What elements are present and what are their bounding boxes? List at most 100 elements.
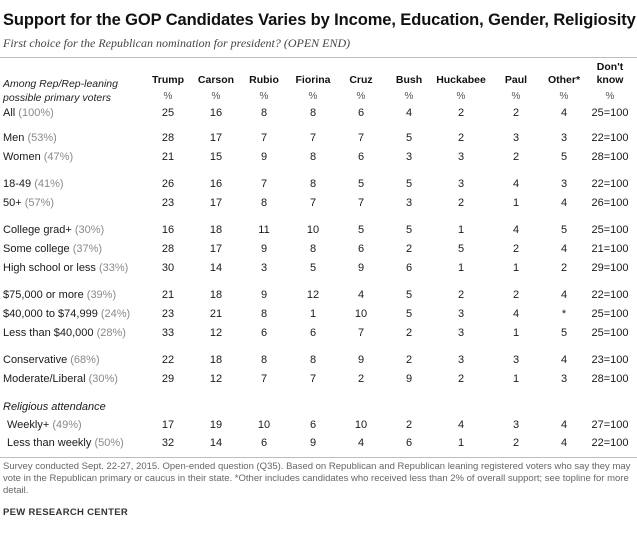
table-cell: 8 xyxy=(260,197,268,209)
table-cell: 3 xyxy=(560,373,568,385)
table-cell: 3 xyxy=(457,178,465,190)
table-cell: 6 xyxy=(260,437,268,449)
column-header: Rubio xyxy=(249,74,279,86)
row-label: All (100%) xyxy=(3,107,54,119)
row-label: Moderate/Liberal (30%) xyxy=(3,373,118,385)
row-label-text: $75,000 or more xyxy=(3,289,84,301)
table-cell: 8 xyxy=(309,107,317,119)
table-cell: 28 xyxy=(161,243,175,255)
table-cell: 3 xyxy=(457,354,465,366)
table-cell: 9 xyxy=(309,437,317,449)
row-sample-share: (53%) xyxy=(27,132,57,144)
table-cell: 25 xyxy=(161,107,175,119)
table-cell: 28=100 xyxy=(591,373,629,385)
row-sample-share: (33%) xyxy=(99,262,129,274)
table-cell: 33 xyxy=(161,327,175,339)
table-cell: 8 xyxy=(309,243,317,255)
table-row: $75,000 or more (39%) 21 18 9 12 4 5 2 2 4 22=100 xyxy=(0,289,637,307)
table-cell: 1 xyxy=(457,224,465,236)
subtitle: First choice for the Republican nominati… xyxy=(3,36,351,50)
table-cell: 2 xyxy=(405,243,413,255)
table-cell: 4 xyxy=(560,197,568,209)
table-cell: 8 xyxy=(309,151,317,163)
column-header: Trump xyxy=(151,74,185,86)
table-row: College grad+ (30%) 16 18 11 10 5 5 1 4 5 25=100 xyxy=(0,224,637,242)
table-cell: 4 xyxy=(560,243,568,255)
table-cell: 2 xyxy=(512,437,520,449)
table-cell: 3 xyxy=(560,178,568,190)
table-cell: 10 xyxy=(306,224,320,236)
table-cell: 9 xyxy=(357,354,365,366)
row-label: 50+ (57%) xyxy=(3,197,54,209)
table-cell: 6 xyxy=(260,327,268,339)
table-cell: 2 xyxy=(512,289,520,301)
table-cell: 26 xyxy=(161,178,175,190)
table-row: Weekly+ (49%) 17 19 10 6 10 2 4 3 4 27=100 xyxy=(0,419,637,437)
table-cell: 12 xyxy=(209,327,223,339)
table-cell: 17 xyxy=(209,243,223,255)
row-sample-share: (37%) xyxy=(72,243,103,255)
table-cell: 1 xyxy=(457,437,465,449)
table-cell: 2 xyxy=(457,373,465,385)
table-cell: 5 xyxy=(405,132,413,144)
table-cell: 9 xyxy=(405,373,413,385)
table-cell: 17 xyxy=(209,132,223,144)
table-row: Less than $40,000 (28%) 33 12 6 6 7 2 3 1 5 25=100 xyxy=(0,327,637,345)
table-cell: 25=100 xyxy=(591,107,629,119)
table-row: $40,000 to $74,999 (24%) 23 21 8 1 10 5 3 4 * 25=1… xyxy=(0,308,637,326)
table-cell: 6 xyxy=(357,107,365,119)
table-cell: 16 xyxy=(209,178,223,190)
table-cell: 16 xyxy=(209,107,223,119)
table-cell: 5 xyxy=(405,289,413,301)
row-label: Some college (37%) xyxy=(3,243,102,255)
row-sample-share: (57%) xyxy=(24,197,55,209)
table-cell: 14 xyxy=(209,262,223,274)
row-label: Less than $40,000 (28%) xyxy=(3,327,126,339)
table-cell: 16 xyxy=(161,224,175,236)
source-credit: PEW RESEARCH CENTER xyxy=(3,507,128,518)
table-cell: 3 xyxy=(560,132,568,144)
table-cell: 3 xyxy=(512,354,520,366)
table-cell: 4 xyxy=(357,289,365,301)
table-cell: 7 xyxy=(260,178,268,190)
table-cell: 22=100 xyxy=(591,178,629,190)
table-cell: 15 xyxy=(209,151,223,163)
table-cell: 4 xyxy=(457,419,465,431)
table-cell: 4 xyxy=(357,437,365,449)
table-cell: 5 xyxy=(560,151,568,163)
table-cell: 2 xyxy=(457,197,465,209)
table-cell: 6 xyxy=(357,243,365,255)
table-cell: 5 xyxy=(405,224,413,236)
table-cell: 1 xyxy=(512,262,520,274)
table-cell: 4 xyxy=(512,308,520,320)
table-row: Less than weekly (50%) 32 14 6 9 4 6 1 2 4 22=100 xyxy=(0,437,637,455)
table-cell: 17 xyxy=(209,197,223,209)
table-cell: 3 xyxy=(457,327,465,339)
table-cell: 5 xyxy=(405,308,413,320)
table-cell: 4 xyxy=(560,107,568,119)
table-cell: 4 xyxy=(560,437,568,449)
table-cell: 4 xyxy=(560,289,568,301)
percent-unit: % xyxy=(605,91,615,102)
table-cell: 4 xyxy=(560,419,568,431)
table-cell: 5 xyxy=(560,224,568,236)
row-label-text: 18-49 xyxy=(3,178,32,190)
percent-unit: % xyxy=(308,91,318,102)
table-cell: 23 xyxy=(161,197,175,209)
table-cell: 9 xyxy=(260,151,268,163)
table-cell: 2 xyxy=(512,151,520,163)
table-cell: 18 xyxy=(209,354,223,366)
table-cell: 2 xyxy=(405,354,413,366)
column-header: Don't know xyxy=(596,61,624,86)
table-cell: 29 xyxy=(161,373,175,385)
table-cell: 10 xyxy=(354,308,368,320)
table-cell: 1 xyxy=(512,373,520,385)
row-sample-share: (49%) xyxy=(52,419,82,431)
table-cell: 5 xyxy=(357,178,365,190)
row-sample-share: (68%) xyxy=(70,354,100,366)
table-cell: 8 xyxy=(260,107,268,119)
table-cell: 6 xyxy=(357,151,365,163)
row-sample-share: (50%) xyxy=(94,437,124,449)
row-label-text: Moderate/Liberal xyxy=(3,373,86,385)
table-cell: 5 xyxy=(560,327,568,339)
